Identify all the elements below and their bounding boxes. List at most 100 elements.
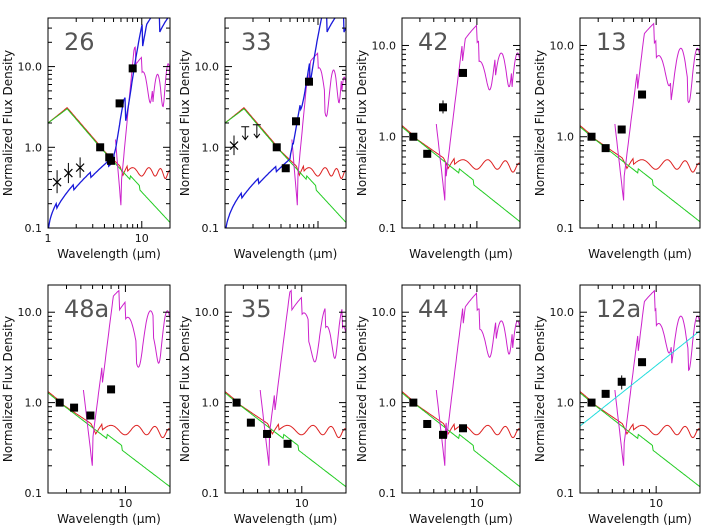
- data-point: [409, 132, 418, 141]
- plot-frame: [401, 17, 521, 229]
- series-red-template: [225, 391, 346, 439]
- data-point: [272, 143, 281, 152]
- y-axis-title: Normalized Flux Density: [1, 50, 15, 196]
- data-point: [617, 125, 626, 134]
- data-point: [459, 424, 468, 433]
- series-magenta-spectrum: [614, 22, 700, 201]
- series-magenta-spectrum: [435, 24, 520, 201]
- y-tick-label: 0.1: [557, 222, 575, 235]
- y-axis-title: Normalized Flux Density: [178, 316, 192, 462]
- panel-label: 35: [241, 295, 272, 323]
- series-blue-spectrum: [225, 18, 346, 228]
- panel-26: 0.1 1.0 10.0 1 10 Wavelength (μm) Normalized F…: [1, 17, 171, 261]
- panel-35: 0.1 1.0 10.0 10 Wavelength (μm) Normalized Fl…: [178, 284, 347, 525]
- data-point: [423, 149, 432, 158]
- series-red-template: [48, 107, 170, 180]
- series-red-template: [402, 125, 520, 173]
- x-tick-label: 10: [470, 497, 484, 510]
- y-tick-label: 0.1: [379, 487, 397, 500]
- y-tick-label: 1.0: [379, 131, 397, 144]
- data-point: [115, 99, 124, 108]
- plot-frame: [579, 284, 701, 494]
- plot-frame: [401, 284, 521, 494]
- plot-frame: [224, 284, 347, 494]
- data-point: [281, 164, 290, 173]
- y-axis-title: Normalized Flux Density: [355, 316, 369, 462]
- data-point-cross: [52, 177, 62, 187]
- y-tick-label: 1.0: [202, 397, 220, 410]
- series-blue-spectrum: [48, 18, 169, 228]
- data-point: [304, 77, 313, 86]
- data-point: [246, 418, 255, 427]
- x-axis-title: Wavelength (μm): [588, 247, 692, 261]
- y-tick-label: 1.0: [557, 131, 575, 144]
- data-point: [55, 398, 64, 407]
- series-green-template: [225, 392, 346, 488]
- y-axis-title: Normalized Flux Density: [178, 50, 192, 196]
- y-tick-label: 10.0: [372, 39, 397, 52]
- panel-label: 13: [596, 28, 627, 56]
- panel-33: 0.1 1.0 10.0 Wavelength (μm) Normalized Flux…: [178, 17, 347, 261]
- panel-label: 12a: [596, 295, 641, 323]
- data-point-cross: [229, 141, 239, 151]
- series-green-template: [48, 392, 170, 488]
- panel-12a: 0.1 1.0 10.0 10 Wavelength (μm) Normalized Fl…: [533, 284, 701, 525]
- x-tick-label: 10: [135, 232, 149, 245]
- series-magenta-spectrum: [115, 46, 170, 206]
- plot-area: [225, 289, 346, 488]
- panel-13: 0.1 1.0 10.0 Wavelength (μm) Normalized Flux…: [533, 17, 701, 261]
- y-tick-label: 0.1: [379, 222, 397, 235]
- plot-area: [225, 18, 346, 228]
- x-tick-label: 10: [118, 497, 132, 510]
- data-point: [128, 64, 137, 73]
- data-point: [283, 439, 292, 448]
- data-point: [263, 429, 272, 438]
- upper-limit-arrow: [241, 126, 250, 141]
- x-axis-title: Wavelength (μm): [409, 247, 513, 261]
- y-tick-label: 10.0: [18, 306, 43, 319]
- data-point: [232, 398, 241, 407]
- data-point: [439, 103, 448, 112]
- x-axis-title: Wavelength (μm): [234, 247, 338, 261]
- panel-48a: 0.1 1.0 10.0 10 Wavelength (μm) Normalized Fl…: [1, 284, 171, 525]
- y-tick-label: 0.1: [25, 487, 43, 500]
- data-point: [638, 90, 647, 99]
- data-point: [601, 389, 610, 398]
- series-magenta-spectrum: [259, 289, 346, 466]
- data-point: [96, 143, 105, 152]
- y-tick-label: 10.0: [550, 39, 575, 52]
- y-tick-label: 1.0: [379, 397, 397, 410]
- series-red-template: [580, 125, 700, 173]
- series-green-template: [402, 126, 520, 223]
- panel-label: 33: [241, 28, 272, 56]
- plot-frame: [47, 284, 171, 494]
- data-point: [292, 117, 301, 126]
- x-axis-title: Wavelength (μm): [57, 247, 161, 261]
- plot-area: [580, 289, 700, 488]
- series-green-template: [580, 126, 700, 223]
- y-tick-label: 1.0: [557, 397, 575, 410]
- plot-area: [580, 22, 700, 223]
- y-axis-title: Normalized Flux Density: [533, 50, 547, 196]
- data-point: [638, 358, 647, 367]
- series-red-template: [225, 107, 346, 180]
- x-axis-title: Wavelength (μm): [409, 512, 513, 525]
- series-green-template: [402, 392, 520, 488]
- panel-44: 0.1 1.0 10.0 10 Wavelength (μm) Normalized Fl…: [355, 284, 521, 525]
- panel-label: 48a: [64, 295, 109, 323]
- panel-label: 44: [418, 295, 449, 323]
- data-point: [439, 430, 448, 439]
- upper-limit-arrow: [252, 124, 261, 139]
- series-magenta-spectrum: [435, 292, 520, 466]
- data-point-cross: [63, 168, 73, 178]
- panel-label: 26: [64, 28, 95, 56]
- y-tick-label: 1.0: [202, 141, 220, 154]
- data-point-cross: [75, 163, 85, 173]
- panel-42: 0.1 1.0 10.0 Wavelength (μm) Normalized Flux…: [355, 17, 521, 261]
- data-point: [601, 144, 610, 153]
- plot-area: [402, 24, 520, 223]
- y-axis-title: Normalized Flux Density: [533, 316, 547, 462]
- series-magenta-spectrum: [614, 289, 700, 466]
- series-red-template: [580, 391, 700, 439]
- y-tick-label: 10.0: [550, 306, 575, 319]
